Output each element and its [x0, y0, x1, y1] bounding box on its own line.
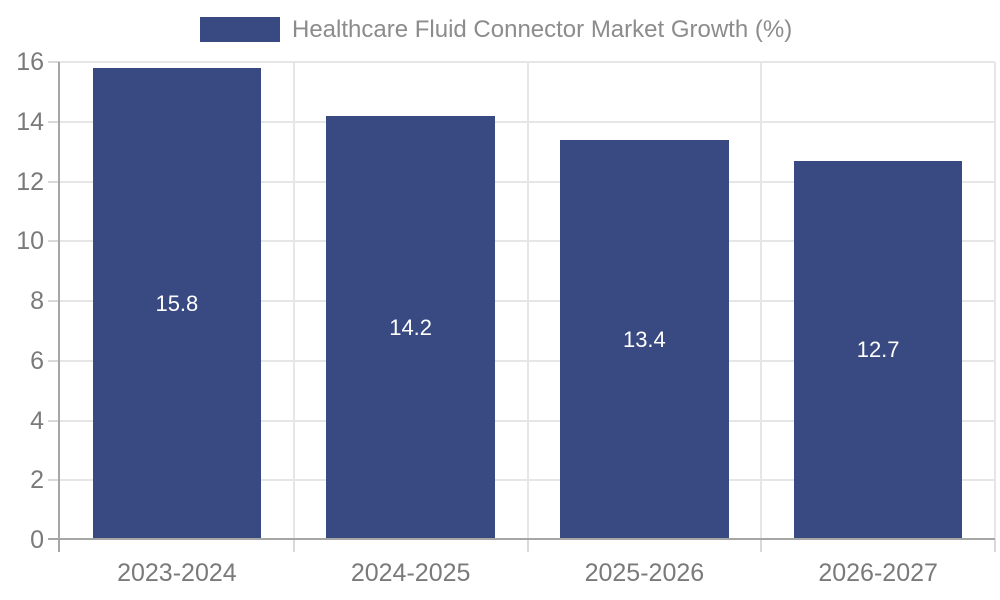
y-tick-mark	[48, 479, 60, 482]
x-axis-category-label: 2023-2024	[117, 559, 237, 587]
y-tick-mark	[48, 180, 60, 183]
x-gridline	[292, 62, 295, 540]
legend-label: Healthcare Fluid Connector Market Growth…	[292, 16, 793, 43]
x-axis-category-label: 2025-2026	[584, 559, 705, 587]
bar	[326, 115, 495, 538]
x-tick-mark	[994, 540, 996, 552]
y-axis-tick-label: 10	[16, 227, 44, 256]
bar-value-label: 14.2	[389, 314, 433, 340]
y-tick-mark	[48, 120, 60, 123]
y-axis-tick-label: 4	[30, 406, 44, 435]
x-tick-mark	[526, 540, 529, 552]
x-tick-mark	[760, 540, 763, 552]
y-axis-tick-label: 16	[16, 48, 44, 76]
bar	[560, 139, 729, 538]
x-gridline	[760, 62, 763, 540]
y-axis-tick-label: 12	[16, 167, 44, 196]
y-tick-mark	[48, 419, 60, 422]
bar-value-label: 12.7	[856, 337, 900, 363]
bar	[92, 67, 262, 538]
x-gridline	[526, 62, 529, 540]
x-axis-category-label: 2026-2027	[818, 559, 938, 587]
y-axis-tick-label: 2	[30, 466, 44, 495]
y-axis-tick-label: 0	[30, 526, 44, 554]
bar-value-label: 15.8	[155, 290, 199, 316]
x-axis-category-label: 2024-2025	[350, 559, 471, 587]
y-tick-mark	[48, 359, 60, 362]
x-axis-line	[48, 538, 995, 540]
x-tick-mark	[292, 540, 295, 552]
bar-value-label: 13.4	[622, 326, 666, 352]
chart-legend: Healthcare Fluid Connector Market Growth…	[0, 0, 1000, 50]
y-axis-tick-label: 14	[16, 107, 44, 136]
y-tick-mark	[48, 300, 60, 302]
y-axis-tick-label: 8	[30, 287, 44, 315]
bar	[793, 160, 963, 538]
y-tick-mark	[48, 240, 60, 243]
y-tick-mark	[48, 61, 60, 63]
legend-swatch	[200, 17, 280, 42]
y-axis-line	[58, 62, 60, 552]
y-axis-tick-label: 6	[30, 346, 44, 375]
x-gridline	[994, 62, 996, 540]
